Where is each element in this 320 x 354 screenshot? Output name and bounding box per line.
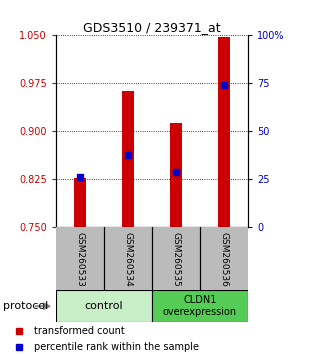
Text: GSM260535: GSM260535 (172, 232, 180, 287)
Text: control: control (85, 301, 123, 311)
Bar (152, 227, 200, 292)
Bar (200, 227, 248, 292)
Text: protocol: protocol (3, 301, 48, 311)
Bar (122, 91, 134, 227)
Bar (218, 37, 230, 227)
Text: percentile rank within the sample: percentile rank within the sample (34, 342, 199, 352)
Bar (74, 178, 86, 227)
Text: transformed count: transformed count (34, 326, 125, 336)
Bar (56, 227, 104, 292)
Bar (152, 290, 248, 322)
Text: GSM260534: GSM260534 (124, 232, 132, 287)
Bar (104, 227, 152, 292)
Bar (56, 290, 152, 322)
Bar (170, 123, 182, 227)
Title: GDS3510 / 239371_at: GDS3510 / 239371_at (83, 21, 221, 34)
Text: GSM260533: GSM260533 (76, 232, 84, 287)
Text: GSM260536: GSM260536 (220, 232, 228, 287)
Text: CLDN1
overexpression: CLDN1 overexpression (163, 295, 237, 317)
